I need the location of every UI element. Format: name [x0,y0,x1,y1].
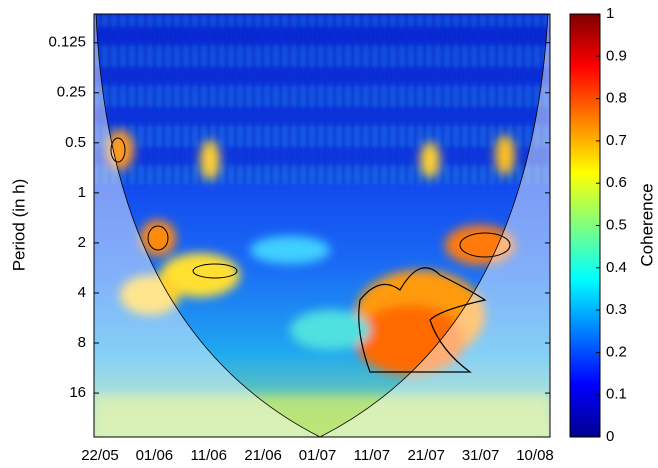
x-tick-label: 21/07 [407,447,445,464]
y-axis-label: Period (in h) [9,179,28,272]
x-tick-label: 22/05 [81,447,119,464]
x-tick-label: 31/07 [462,447,500,464]
x-tick-label: 11/07 [354,447,390,464]
colorbar-tick-label: 0.3 [606,301,627,318]
colorbar-tick-label: 0.6 [606,174,627,191]
colorbar-tick-label: 0.1 [606,386,627,403]
coherence-field [94,14,550,437]
x-tick-label: 21/06 [244,447,282,464]
y-tick-label: 0.25 [57,84,86,101]
colorbar-tick-label: 0.7 [606,132,627,149]
colorbar-tick-label: 0.4 [606,259,627,276]
colorbar-tick-label: 0.8 [606,90,627,107]
colorbar-tick-label: 0.2 [606,343,627,360]
y-tick-label: 4 [78,284,86,301]
y-tick-label: 16 [69,384,86,401]
x-tick-label: 01/07 [299,447,337,464]
plot-frame [93,13,551,438]
colorbar-tick-label: 1 [606,5,614,22]
colorbar-tick-label: 0.5 [606,216,627,233]
y-tick-label: 8 [78,334,86,351]
colorbar-tick-label: 0 [606,428,614,445]
y-tick-label: 1 [78,184,86,201]
y-tick-label: 0.5 [65,134,86,151]
y-tick-label: 0.125 [48,34,86,51]
colorbar-tick-label: 0.9 [606,47,627,64]
x-tick-label: 01/06 [136,447,174,464]
x-tick-label: 11/06 [191,447,227,464]
x-tick-label: 10/08 [516,447,554,464]
colorbar-label: Coherence [637,183,656,266]
y-tick-label: 2 [78,234,86,251]
colorbar [569,13,601,438]
